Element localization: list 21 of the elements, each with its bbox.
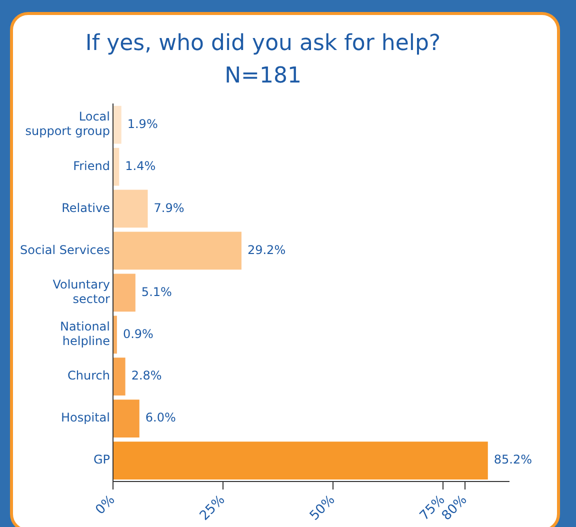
y-tick-label: GP (93, 452, 110, 467)
data-label: 1.4% (125, 158, 156, 173)
data-label: 2.8% (131, 368, 162, 383)
y-tick-label: National helpline (60, 320, 110, 348)
y-tick-label: Relative (62, 200, 110, 215)
data-label: 5.1% (141, 284, 172, 299)
y-tick-label: Local support group (25, 110, 110, 138)
data-label: 29.2% (247, 242, 286, 257)
data-label: 7.9% (154, 200, 184, 215)
y-tick-label: Church (68, 368, 110, 383)
chart-subtitle: N=181 (224, 63, 302, 88)
y-tick-label: Hospital (61, 410, 110, 425)
data-label: 0.9% (122, 326, 154, 341)
y-tick-label: Social Services (20, 242, 110, 257)
data-label: 1.9% (127, 116, 158, 131)
chart-title: If yes, who did you ask for help? (85, 30, 441, 56)
x-tick-label: 0% (93, 492, 118, 518)
data-label: 6.0% (145, 410, 176, 425)
y-tick-label: Friend (73, 158, 110, 173)
data-label: 85.2% (494, 452, 532, 467)
y-tick-label: Voluntary sector (52, 278, 110, 306)
